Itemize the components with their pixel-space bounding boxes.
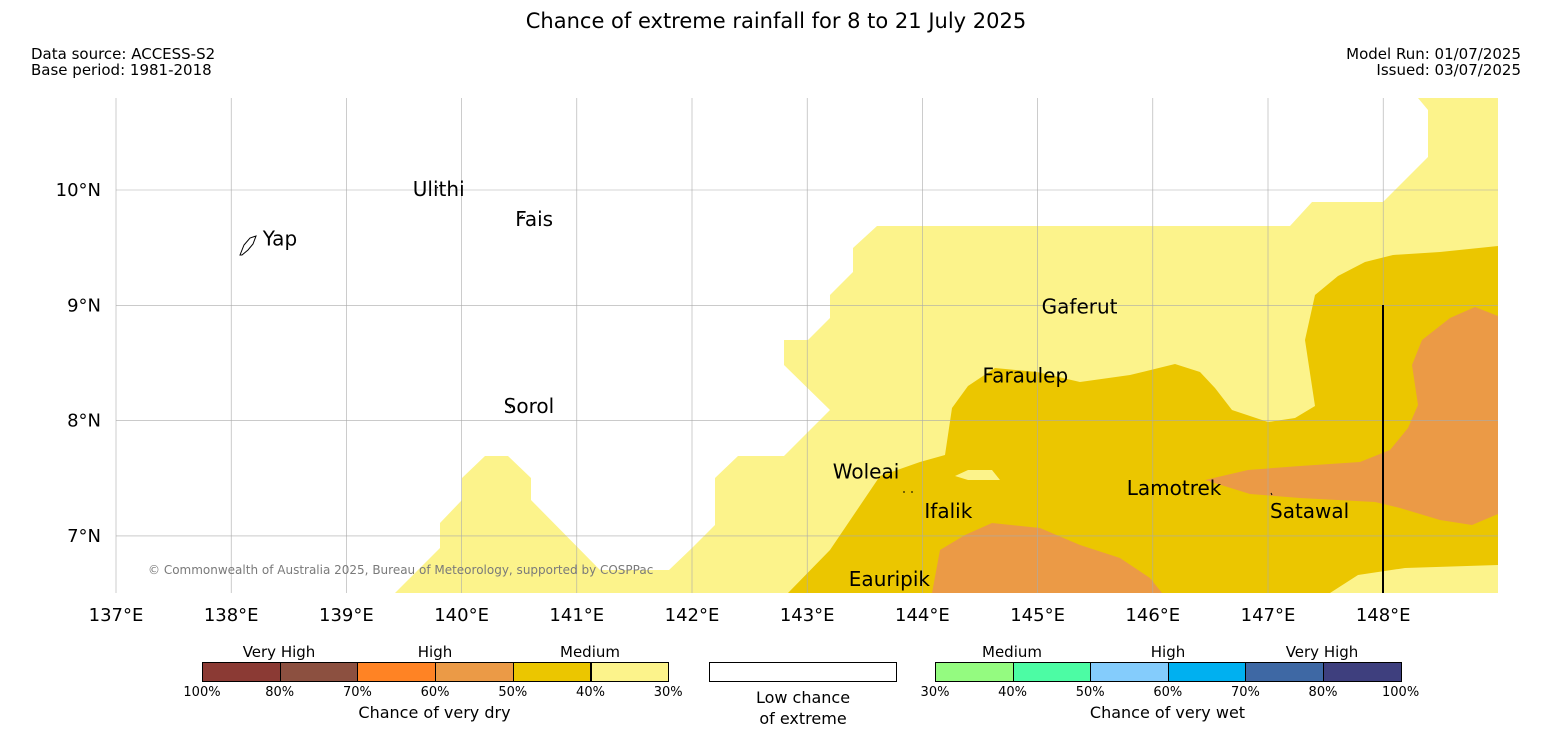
legend-wet-tick-label: 30% — [920, 685, 950, 700]
latitude-labels: 10°N 9°N 8°N 7°N — [56, 180, 101, 547]
legend-wet-swatch — [1090, 662, 1169, 682]
data-source-text: Data source: ACCESS-S2 — [31, 45, 216, 63]
region-high-east — [1205, 307, 1498, 525]
place-label-eauripik: Eauripik — [849, 567, 931, 591]
ulithi-island-mark — [436, 186, 439, 189]
legend-low-line1: Low chance — [755, 688, 851, 707]
place-label-satawal: Satawal — [1270, 499, 1349, 523]
legend-wet-tick-label: 50% — [1075, 685, 1105, 700]
yap-island-outline — [239, 235, 257, 256]
source-info: Data source: ACCESS-S2 Base period: 1981… — [31, 46, 215, 78]
grid-lines — [115, 98, 1498, 593]
legend-dry-tick-label: 80% — [265, 685, 295, 700]
legend-dry-swatch — [279, 662, 359, 682]
legend-dry-title: Chance of very dry — [358, 703, 511, 722]
rainfall-map: 137°E 138°E 139°E 140°E 141°E 142°E 143°E 144°E… — [56, 98, 1498, 626]
satawal-island-mark — [1270, 492, 1273, 496]
place-label-yap: Yap — [262, 227, 297, 251]
legend-dry-tick-label: 100% — [183, 685, 221, 700]
run-info: Model Run: 01/07/2025 Issued: 03/07/2025 — [1346, 46, 1521, 78]
lon-tick-label: 141°E — [549, 605, 604, 626]
lat-tick-label: 7°N — [67, 526, 101, 547]
legend-wet-tick-label: 40% — [998, 685, 1028, 700]
legend-wet-swatch — [1245, 662, 1324, 682]
lon-tick-label: 146°E — [1125, 605, 1180, 626]
issued-text: Issued: 03/07/2025 — [1376, 61, 1521, 79]
legend-wet-swatch — [935, 662, 1014, 682]
map-title: Chance of extreme rainfall for 8 to 21 J… — [525, 9, 1027, 33]
base-period-text: Base period: 1981-2018 — [31, 61, 212, 79]
lon-tick-label: 145°E — [1010, 605, 1065, 626]
lon-tick-label: 147°E — [1241, 605, 1296, 626]
legend-wet-cat-medium: Medium — [982, 643, 1042, 661]
place-label-ifalik: Ifalik — [924, 499, 972, 523]
model-run-text: Model Run: 01/07/2025 — [1346, 45, 1521, 63]
place-label-faraulep: Faraulep — [983, 363, 1069, 387]
legend-dry-tick-label: 70% — [342, 685, 372, 700]
legend-wet-tick-label: 100% — [1382, 685, 1420, 700]
lat-tick-label: 9°N — [67, 295, 101, 316]
lat-tick-label: 10°N — [56, 180, 101, 201]
fais-island-mark — [519, 214, 524, 218]
longitude-labels: 137°E 138°E 139°E 140°E 141°E 142°E 143°E 144°E… — [89, 605, 1411, 626]
island-outlines — [239, 186, 1273, 496]
lon-tick-label: 140°E — [434, 605, 489, 626]
place-label-fais: Fais — [515, 207, 553, 231]
place-label-ulithi: Ulithi — [413, 177, 465, 201]
legend-wet-swatch — [1323, 662, 1402, 682]
legend-dry-swatch — [357, 662, 437, 682]
legend-wet-tick-label: 60% — [1153, 685, 1183, 700]
legend-wet-title: Chance of very wet — [1089, 703, 1246, 722]
lon-tick-label: 142°E — [665, 605, 720, 626]
legend-dry-tick-label: 30% — [653, 685, 683, 700]
place-label-woleai: Woleai — [833, 459, 900, 483]
legend-dry-swatch — [512, 662, 592, 682]
lon-tick-label: 143°E — [780, 605, 835, 626]
place-label-gaferut: Gaferut — [1042, 294, 1118, 318]
legend-wet-tick-label: 80% — [1308, 685, 1338, 700]
legend-wet-swatch — [1167, 662, 1247, 682]
lon-tick-label: 138°E — [204, 605, 259, 626]
legend-dry-swatch — [202, 662, 281, 682]
shading-layer — [395, 98, 1498, 593]
legend-dry-tick-label: 60% — [420, 685, 450, 700]
lat-tick-label: 8°N — [67, 411, 101, 432]
lon-tick-label: 144°E — [895, 605, 950, 626]
place-label-lamotrek: Lamotrek — [1127, 476, 1222, 500]
sorol-island-mark — [507, 404, 512, 409]
legend-low-line2: of extreme — [759, 709, 847, 728]
legend-dry-cat-medium: Medium — [560, 643, 620, 661]
place-labels: Yap Ulithi Fais Sorol Gaferut Faraulep Woleai I… — [262, 177, 1349, 591]
legend-wet-swatch — [1012, 662, 1092, 682]
legend-low-swatch — [709, 662, 897, 682]
lon-tick-label: 139°E — [319, 605, 374, 626]
legend-wet-cat-very-high: Very High — [1285, 643, 1359, 661]
region-high-south — [932, 523, 1162, 593]
legend-dry-swatch — [435, 662, 514, 682]
legend-dry-swatch — [590, 662, 670, 682]
legend-wet-cat-high: High — [1150, 643, 1186, 661]
legend-dry-tick-label: 50% — [498, 685, 528, 700]
place-label-sorol: Sorol — [504, 394, 555, 418]
copyright-text: © Commonwealth of Australia 2025, Bureau… — [148, 563, 653, 577]
lon-tick-label: 148°E — [1356, 605, 1411, 626]
legend-dry-tick-label: 40% — [576, 685, 605, 700]
legend-dry-cat-very-high: Very High — [242, 643, 316, 661]
lon-tick-label: 137°E — [89, 605, 144, 626]
legend-dry-cat-high: High — [417, 643, 453, 661]
legend-wet-tick-label: 70% — [1230, 685, 1260, 700]
region-medium-high — [788, 246, 1498, 593]
region-inset-light — [955, 470, 1000, 480]
